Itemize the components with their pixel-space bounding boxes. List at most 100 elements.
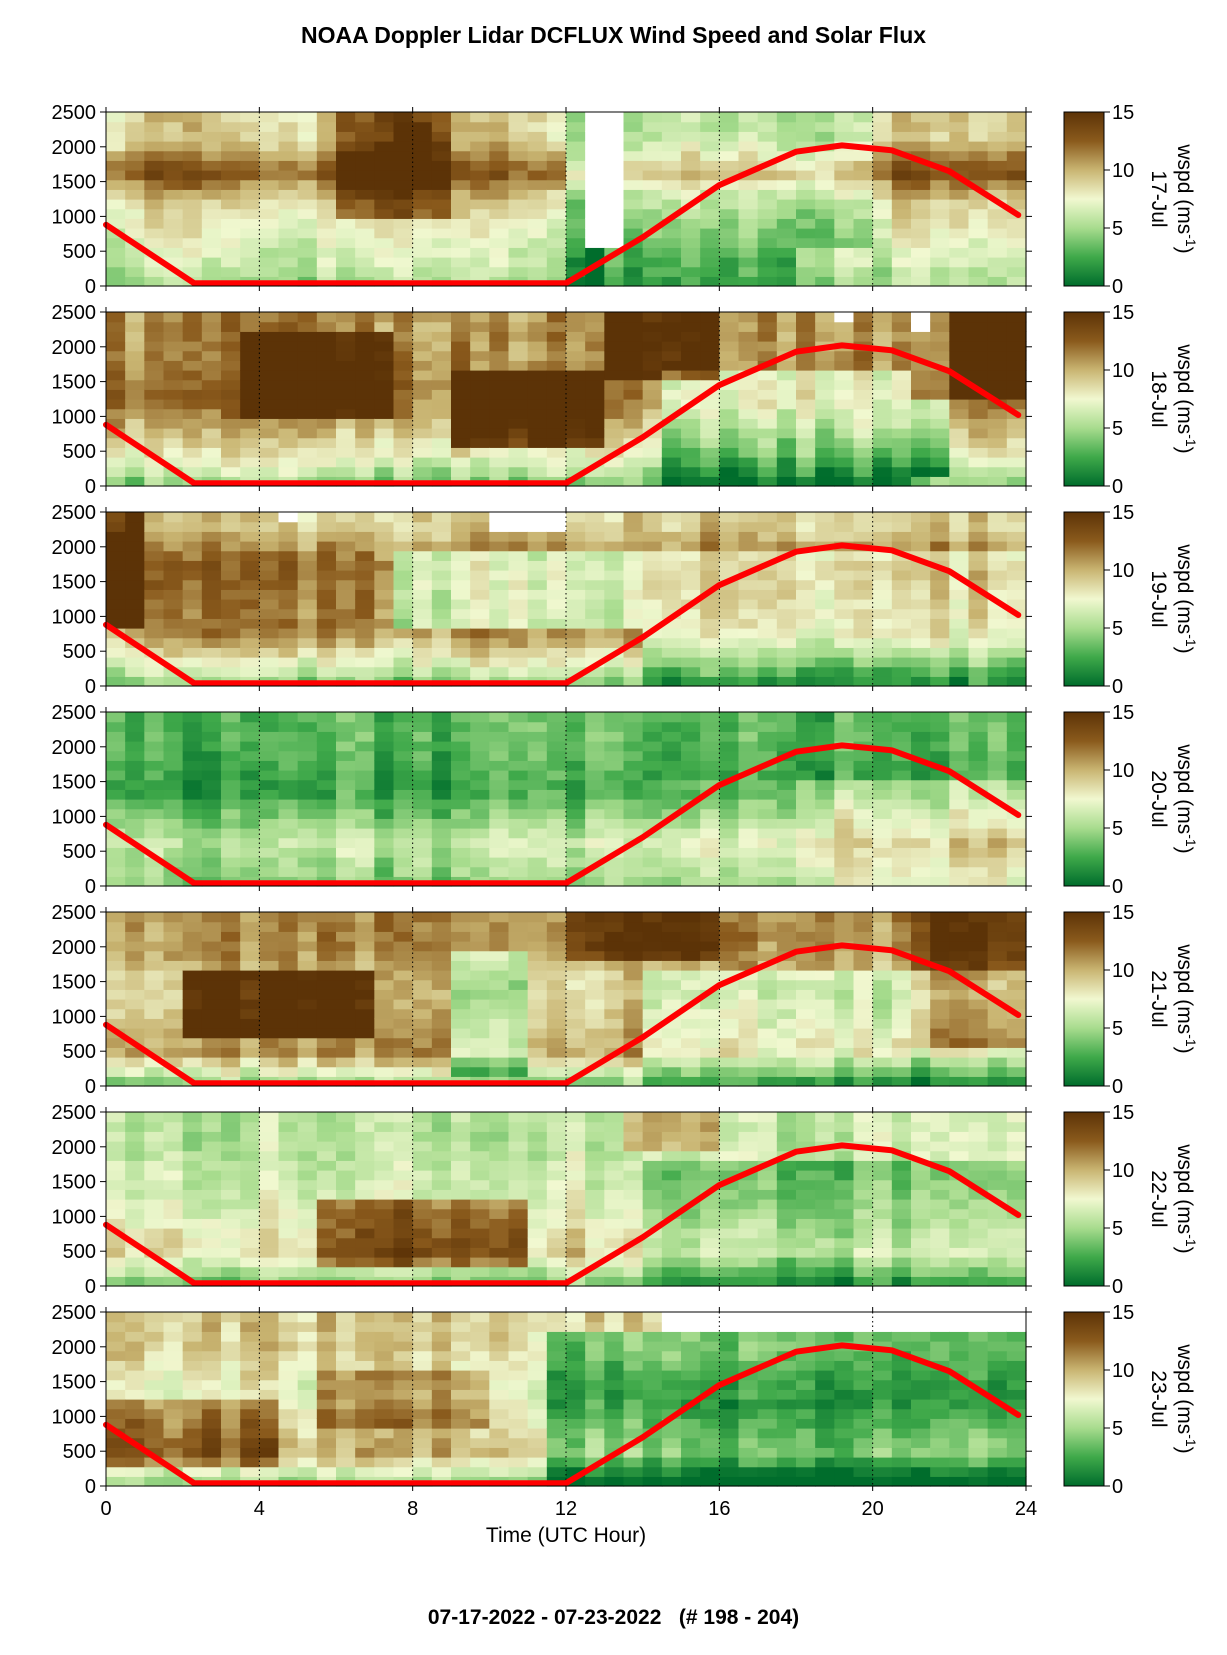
heatmap-cell	[451, 1266, 471, 1277]
heatmap-cell	[201, 847, 222, 858]
heatmap-cell	[700, 541, 720, 552]
heatmap-cell	[182, 112, 203, 123]
heatmap-cell	[336, 866, 356, 877]
heatmap-cell	[374, 921, 395, 932]
heatmap-cell	[815, 1018, 835, 1029]
heatmap-cell	[642, 970, 663, 981]
heatmap-cell	[546, 531, 567, 542]
heatmap-cell	[201, 1057, 222, 1068]
heatmap-cell	[412, 960, 433, 971]
heatmap-cell	[738, 550, 759, 561]
heatmap-cell	[431, 170, 452, 181]
heatmap-cell	[393, 931, 414, 942]
heatmap-cell	[393, 712, 414, 723]
heatmap-cell	[949, 618, 970, 629]
heatmap-cell	[470, 799, 490, 810]
heatmap-cell	[987, 131, 1008, 142]
heatmap-cell	[623, 560, 644, 571]
heatmap-cell	[700, 921, 720, 932]
heatmap-cell	[451, 512, 471, 523]
heatmap-cell	[1006, 179, 1027, 190]
heatmap-cell	[661, 521, 682, 532]
heatmap-cell	[642, 408, 663, 419]
heatmap-cell	[700, 550, 720, 561]
heatmap-cell	[297, 1189, 318, 1200]
heatmap-cell	[949, 131, 970, 142]
heatmap-cell	[374, 741, 395, 752]
heatmap-cell	[144, 1189, 165, 1200]
heatmap-cell	[297, 150, 318, 161]
heatmap-cell	[853, 779, 874, 790]
heatmap-cell	[259, 750, 280, 761]
heatmap-cell	[431, 666, 452, 677]
heatmap-cell	[987, 989, 1008, 1000]
heatmap-cell	[968, 199, 989, 210]
heatmap-cell	[278, 960, 299, 971]
heatmap-cell	[681, 521, 701, 532]
heatmap-cell	[776, 1066, 797, 1077]
y-tick-label: 2000	[52, 337, 97, 359]
heatmap-cell	[144, 560, 165, 571]
heatmap-cell	[221, 741, 241, 752]
heatmap-cell	[106, 866, 126, 877]
heatmap-cell	[642, 760, 663, 771]
heatmap-cell	[508, 950, 529, 961]
heatmap-cell	[546, 1028, 567, 1039]
heatmap-cell	[681, 312, 701, 323]
heatmap-cell	[585, 628, 605, 639]
heatmap-cell	[393, 1047, 414, 1058]
heatmap-cell	[911, 770, 931, 781]
heatmap-cell	[796, 666, 816, 677]
heatmap-cell	[125, 189, 145, 200]
heatmap-cell	[623, 599, 644, 610]
panel-date-label: 21-Jul	[1147, 970, 1170, 1027]
heatmap-cell	[546, 628, 567, 639]
heatmap-cell	[106, 618, 126, 629]
heatmap-cell	[451, 589, 471, 600]
heatmap-cell	[374, 1237, 395, 1248]
heatmap-cell	[527, 750, 548, 761]
heatmap-cell	[949, 608, 970, 619]
heatmap-cell	[604, 770, 625, 781]
heatmap-cell	[355, 360, 375, 371]
heatmap-cell	[278, 637, 299, 648]
heatmap-cell	[451, 131, 471, 142]
heatmap-cell	[930, 828, 950, 839]
heatmap-cell	[872, 857, 893, 868]
heatmap-cell	[546, 389, 567, 400]
heatmap-cell	[911, 960, 931, 971]
heatmap-cell	[431, 379, 452, 390]
heatmap-cell	[700, 912, 720, 923]
heatmap-cell	[297, 1028, 318, 1039]
heatmap-cell	[968, 437, 989, 448]
heatmap-cell	[719, 276, 740, 287]
heatmap-cell	[566, 750, 586, 761]
heatmap-cell	[1006, 666, 1027, 677]
heatmap-cell	[527, 666, 548, 677]
heatmap-cell	[949, 866, 970, 877]
heatmap-cell	[412, 1208, 433, 1219]
heatmap-cell	[987, 1028, 1008, 1039]
heatmap-cell	[968, 1008, 989, 1019]
heatmap-cell	[489, 189, 510, 200]
heatmap-cell	[259, 560, 280, 571]
heatmap-cell	[106, 237, 126, 248]
heatmap-cell	[412, 170, 433, 181]
heatmap-cell	[891, 666, 912, 677]
heatmap-cell	[163, 257, 184, 268]
heatmap-cell	[412, 979, 433, 990]
heatmap-cell	[297, 447, 318, 458]
heatmap-cell	[316, 121, 337, 132]
heatmap-cell	[163, 1037, 184, 1048]
heatmap-cell	[930, 512, 950, 523]
heatmap-cell	[316, 837, 337, 848]
heatmap-cell	[470, 1066, 490, 1077]
heatmap-cell	[661, 912, 682, 923]
heatmap-cell	[661, 657, 682, 668]
heatmap-20-jul	[106, 712, 1027, 887]
heatmap-cell	[738, 647, 759, 658]
heatmap-cell	[451, 428, 471, 439]
heatmap-cell	[661, 121, 682, 132]
colorbar-label: wspd (ms-1)	[1173, 743, 1199, 853]
heatmap-cell	[240, 950, 260, 961]
